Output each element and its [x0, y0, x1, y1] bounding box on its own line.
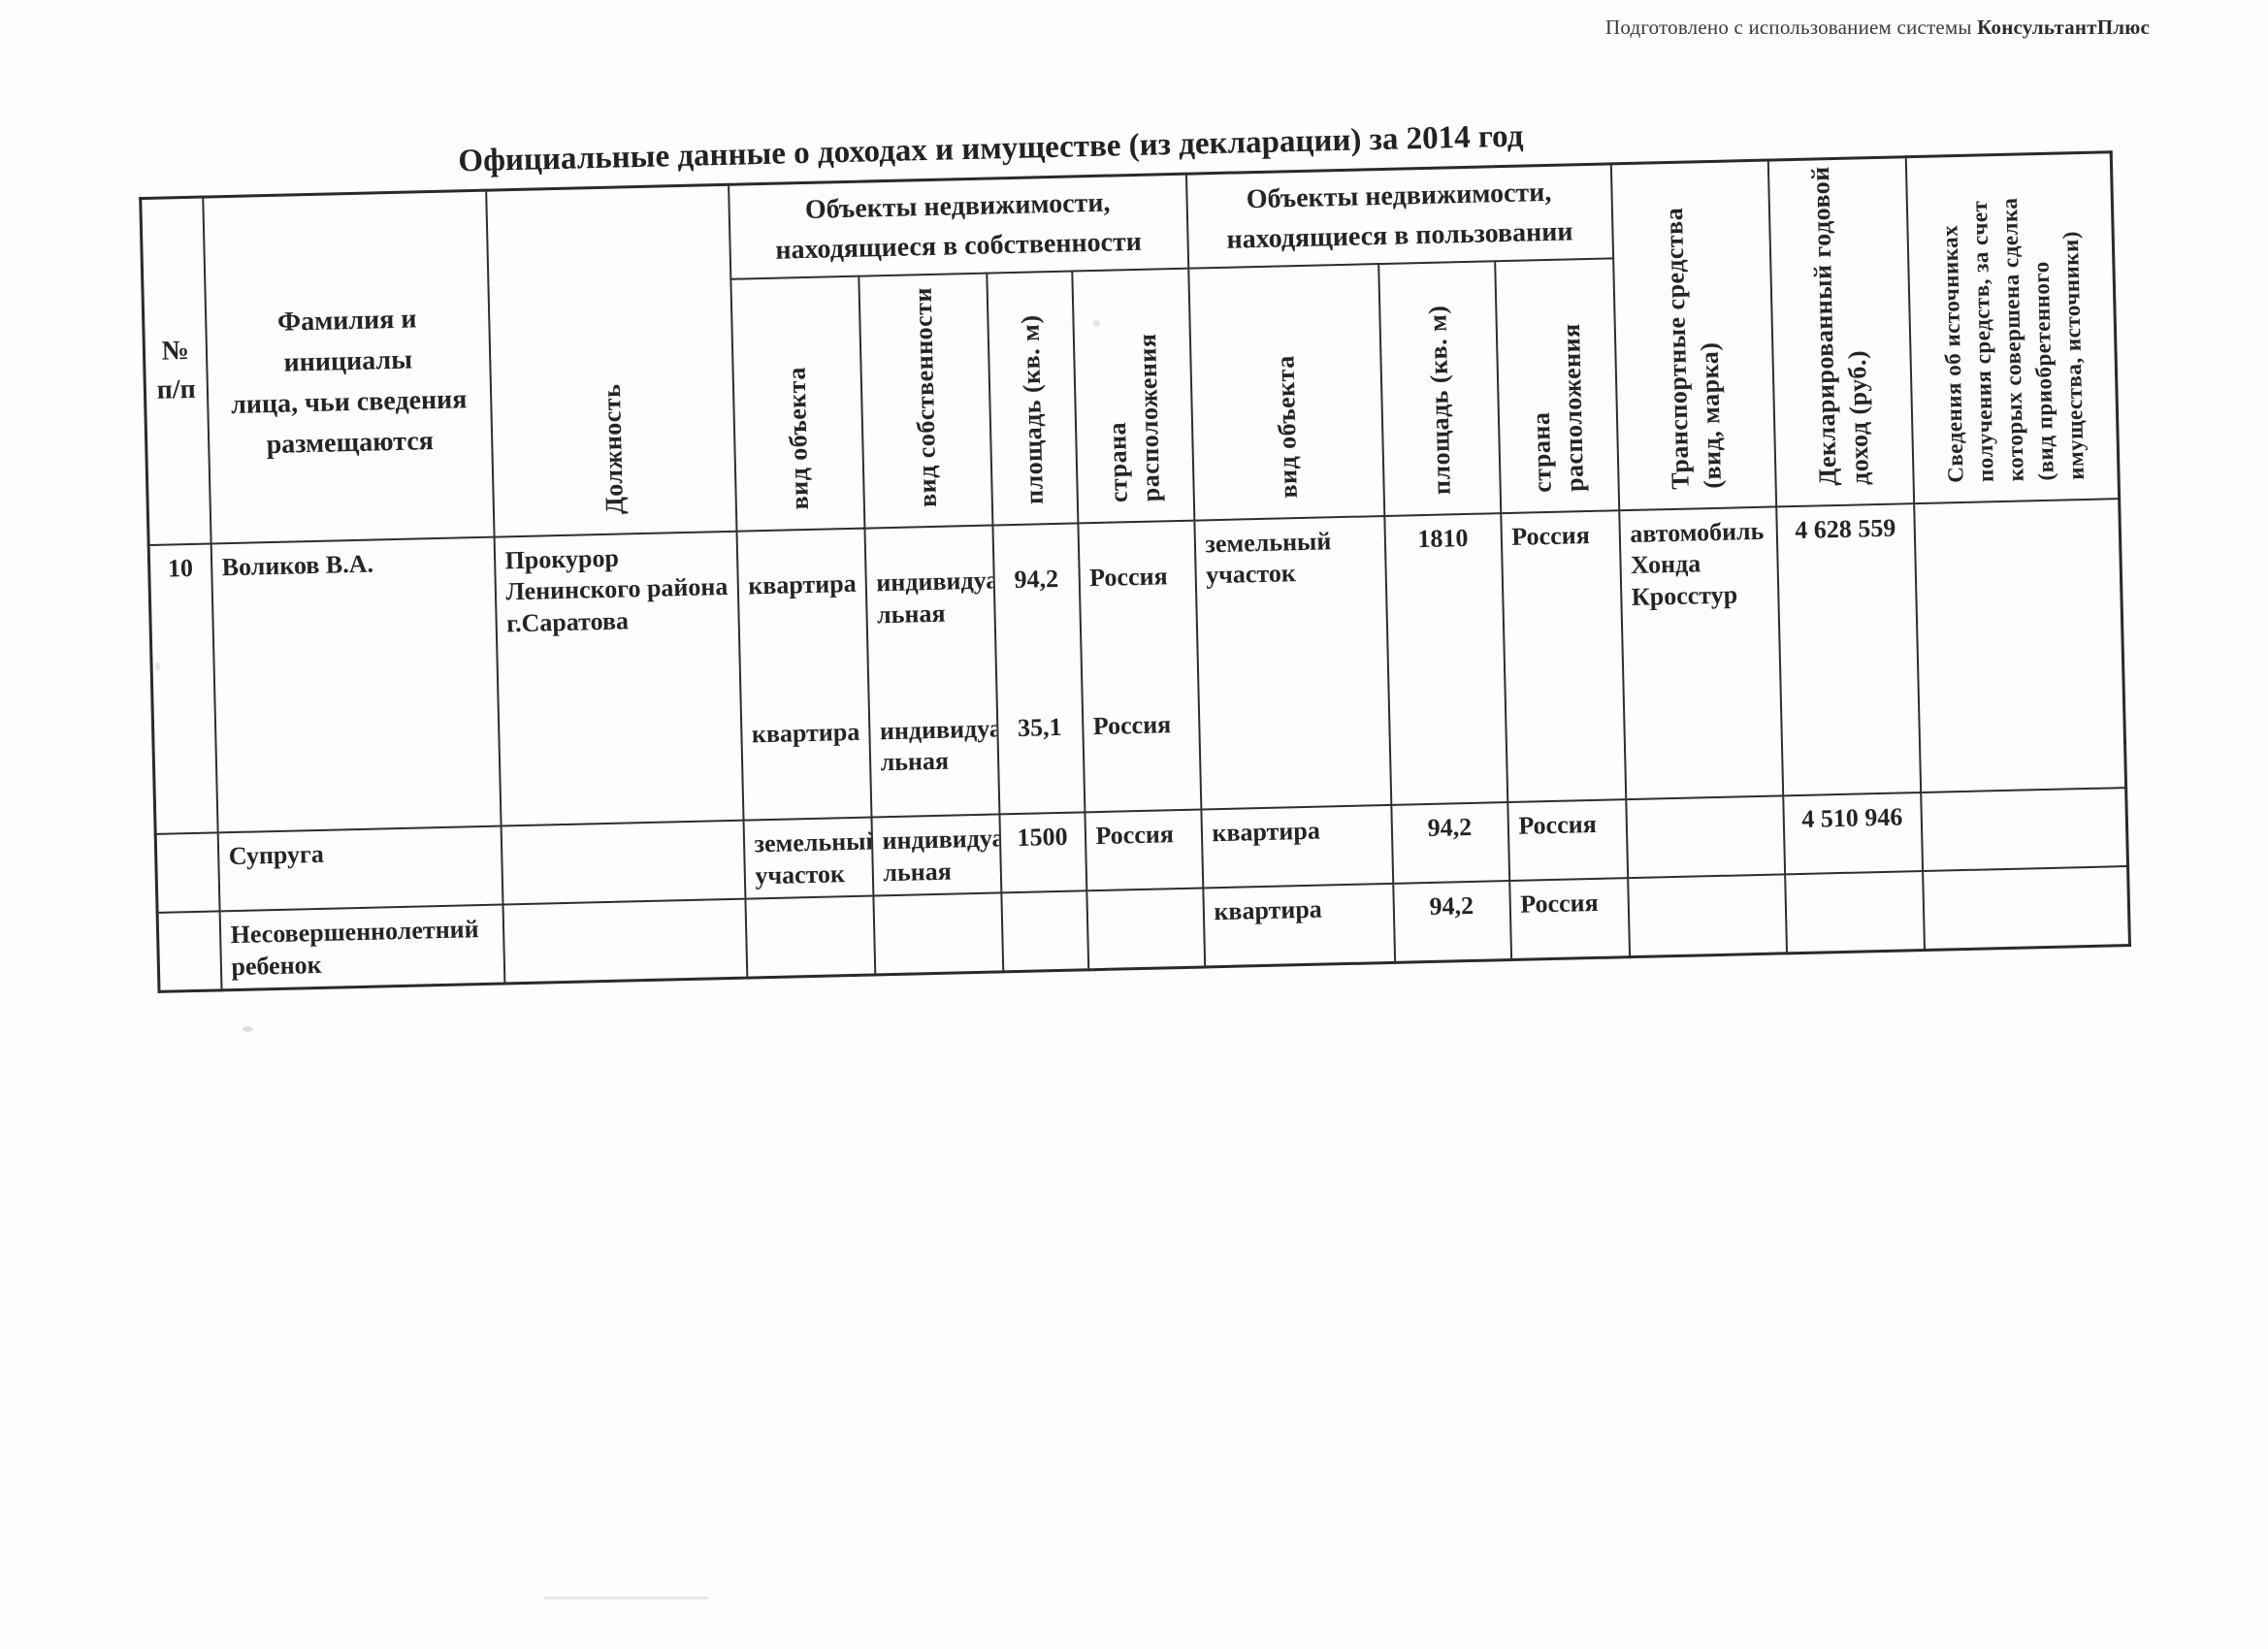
cell-position: Прокурор Ленинского района г.Саратова	[494, 531, 744, 826]
col-header-position-label: Должность	[597, 383, 629, 515]
cell-sources	[1920, 788, 2128, 872]
cell-income: 4 510 946	[1782, 792, 1923, 875]
cell-transport	[1625, 795, 1785, 879]
cell-transport	[1627, 874, 1787, 957]
col-header-income: Декларированный годовой доход (руб.)	[1767, 156, 1914, 507]
col-header-own-ownership-label: вид собственности	[908, 286, 942, 508]
cell-use-country: Россия	[1508, 878, 1630, 960]
scan-artifact	[155, 663, 160, 671]
cell-position	[501, 820, 745, 905]
col-header-own-country-label: страна расположения	[1103, 333, 1166, 503]
col-header-sources-label: Сведения об источниках получения средств…	[1937, 197, 2089, 484]
cell-name: Воликов В.А.	[211, 536, 502, 833]
cell-use-type: квартира	[1200, 805, 1393, 889]
prepared-note: Подготовлено с использованием системы Ко…	[1605, 16, 2150, 40]
col-header-use-type: вид объекта	[1187, 264, 1384, 521]
scanned-document: Официальные данные о доходах и имуществе…	[138, 105, 2138, 994]
cell-own-country: Россия Россия	[1077, 520, 1201, 813]
col-header-income-label: Декларированный годовой доход (руб.)	[1806, 165, 1875, 487]
cell-name: Супруга	[217, 825, 503, 912]
prepared-note-text: Подготовлено с использованием системы	[1604, 16, 1978, 39]
col-header-own-type-label: вид объекта	[782, 367, 814, 511]
own-type-entry-1: квартира	[747, 568, 857, 600]
cell-use-type: квартира	[1202, 883, 1395, 968]
cell-own-country: Россия	[1084, 809, 1203, 891]
col-header-use-type-label: вид объекта	[1271, 355, 1303, 500]
cell-num	[155, 832, 220, 914]
col-header-use-country-label: страна расположения	[1527, 323, 1590, 494]
cell-own-ownership: индивидуа льная	[870, 814, 1001, 896]
col-header-transport: Транспортные средства (вид, марка)	[1610, 160, 1776, 510]
prepared-note-brand: КонсультантПлюс	[1977, 16, 2150, 39]
col-header-use-area-label: площадь (кв. м)	[1423, 305, 1456, 496]
table-row-volikov: 10 Воликов В.А. Прокурор Ленинского райо…	[148, 498, 2126, 835]
scan-artifact	[1093, 320, 1100, 327]
group-header-ownership: Объекты недвижимости, находящиеся в собс…	[728, 174, 1188, 280]
col-header-sources: Сведения об источниках получения средств…	[1905, 151, 2120, 503]
cell-own-country	[1085, 888, 1205, 970]
cell-use-area: 1810	[1383, 512, 1507, 806]
col-header-own-type: вид объекта	[729, 275, 864, 532]
cell-num	[157, 911, 222, 992]
cell-own-ownership: индивидуа льная индивидуа льная	[863, 525, 999, 818]
own-area-entry-1: 94,2	[1014, 565, 1059, 595]
cell-sources	[1913, 498, 2126, 793]
cell-income	[1784, 871, 1925, 954]
cell-num: 10	[148, 543, 218, 835]
cell-position	[502, 898, 747, 985]
cell-own-type: земельный участок	[743, 817, 873, 899]
own-ownership-entry-2: индивидуа льная	[879, 713, 999, 777]
cell-name: Несовершеннолетний ребенок	[219, 904, 504, 990]
cell-use-area: 94,2	[1390, 802, 1509, 884]
own-area-entry-2: 35,1	[1017, 712, 1062, 742]
cell-own-type: квартира квартира	[735, 528, 871, 821]
own-country-entry-1: Россия	[1088, 562, 1168, 593]
cell-sources	[1922, 866, 2130, 951]
col-header-use-area: площадь (кв. м)	[1377, 261, 1501, 516]
declaration-table: № п/п Фамилия и инициалы лица, чьи сведе…	[139, 150, 2131, 994]
col-header-transport-label: Транспортные средства (вид, марка)	[1660, 207, 1728, 490]
col-header-own-country: страна расположения	[1071, 268, 1194, 524]
group-header-use: Объекты недвижимости, находящиеся в поль…	[1185, 163, 1613, 269]
col-header-position: Должность	[485, 184, 736, 537]
cell-use-area: 94,2	[1392, 881, 1511, 963]
scan-artifact	[543, 1597, 708, 1600]
cell-use-type: земельный участок	[1193, 515, 1391, 810]
cell-use-country: Россия	[1500, 509, 1626, 803]
col-header-own-area: площадь (кв. м)	[986, 271, 1078, 526]
cell-own-area	[1000, 890, 1088, 972]
own-ownership-entry-1: индивидуа льная	[875, 566, 999, 629]
cell-use-country: Россия	[1507, 799, 1628, 882]
own-country-entry-2: Россия	[1092, 709, 1172, 740]
own-type-entry-2: квартира	[751, 717, 860, 749]
cell-own-type	[744, 895, 875, 979]
cell-own-ownership	[872, 892, 1003, 976]
col-header-own-area-label: площадь (кв. м)	[1016, 314, 1049, 505]
col-header-num: № п/п	[140, 197, 211, 545]
cell-own-area: 94,2 35,1	[991, 523, 1085, 815]
cell-income: 4 628 559	[1775, 502, 1921, 796]
cell-transport: автомобиль Хонда Кросстур	[1618, 506, 1783, 800]
col-header-use-country: страна расположения	[1494, 258, 1619, 513]
col-header-own-ownership: вид собственности	[858, 273, 992, 529]
cell-own-area: 1500	[998, 812, 1086, 893]
scan-artifact	[243, 1026, 253, 1032]
col-header-name: Фамилия и инициалы лица, чьи сведения ра…	[202, 190, 495, 544]
